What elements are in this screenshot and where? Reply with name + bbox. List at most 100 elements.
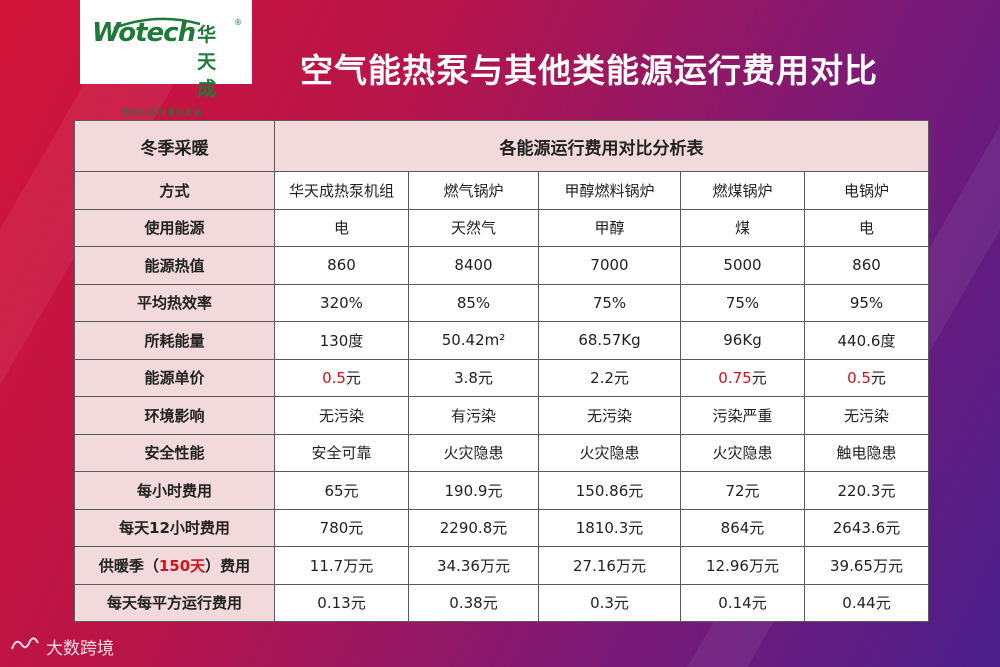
table-header-label: 各能源运行费用对比分析表 xyxy=(274,120,929,172)
table-cell: 0.44元 xyxy=(804,583,929,622)
table-cell: 50.42m² xyxy=(408,321,539,360)
table-cell: 150.86元 xyxy=(538,471,681,510)
table-cell: 天然气 xyxy=(408,208,539,247)
price-unit: 元 xyxy=(345,369,361,388)
price-number: 0.5 xyxy=(847,369,871,388)
table-cell: 3.8元 xyxy=(408,358,539,397)
table-cell: 0.14元 xyxy=(680,583,805,622)
table-cell: 34.36万元 xyxy=(408,546,539,585)
row-label: 所耗能量 xyxy=(74,321,275,360)
table-row: 每小时费用 65元 190.9元 150.86元 72元 220.3元 xyxy=(74,471,929,510)
table-cell: 火灾隐患 xyxy=(408,433,539,472)
table-cell: 电锅炉 xyxy=(804,171,929,210)
price-number: 0.75 xyxy=(718,369,752,388)
table-row: 所耗能量 130度 50.42m² 68.57Kg 96Kg 440.6度 xyxy=(74,321,929,360)
table-cell: 0.5元 xyxy=(274,358,409,397)
table-row: 安全性能 安全可靠 火灾隐患 火灾隐患 火灾隐患 触电隐患 xyxy=(74,433,929,472)
logo-swoosh-icon xyxy=(113,17,201,30)
table-cell: 煤 xyxy=(680,208,805,247)
row-label: 每天每平方运行费用 xyxy=(74,583,275,622)
table-cell: 75% xyxy=(538,283,681,322)
row-label: 使用能源 xyxy=(74,208,275,247)
table-cell: 440.6度 xyxy=(804,321,929,360)
table-cell: 0.3元 xyxy=(538,583,681,622)
table-cell: 火灾隐患 xyxy=(538,433,681,472)
table-row: 使用能源 电 天然气 甲醇 煤 电 xyxy=(74,208,929,247)
table-row: 每天每平方运行费用 0.13元 0.38元 0.3元 0.14元 0.44元 xyxy=(74,583,929,622)
price-number: 0.5 xyxy=(322,369,346,388)
table-cell: 电 xyxy=(804,208,929,247)
row-label: 供暖季（150天）费用 xyxy=(74,546,275,585)
table-cell: 130度 xyxy=(274,321,409,360)
watermark-text: 大数跨境 xyxy=(46,639,114,659)
table-cell: 2290.8元 xyxy=(408,508,539,547)
table-row: 方式 华天成热泵机组 燃气锅炉 甲醇燃料锅炉 燃煤锅炉 电锅炉 xyxy=(74,171,929,210)
table-cell: 96Kg xyxy=(680,321,805,360)
table-cell: 320% xyxy=(274,283,409,322)
row-label-suffix: ）费用 xyxy=(205,556,251,575)
page-title: 空气能热泵与其他类能源运行费用对比 xyxy=(300,51,878,90)
row-label: 平均热效率 xyxy=(74,283,275,322)
table-cell: 11.7万元 xyxy=(274,546,409,585)
table-cell: 甲醇 xyxy=(538,208,681,247)
table-cell: 39.65万元 xyxy=(804,546,929,585)
table-cell: 0.13元 xyxy=(274,583,409,622)
table-cell: 27.16万元 xyxy=(538,546,681,585)
table-row: 环境影响 无污染 有污染 无污染 污染严重 无污染 xyxy=(74,396,929,435)
table-cell: 95% xyxy=(804,283,929,322)
price-unit: 元 xyxy=(870,369,886,388)
logo-chinese-name: 华天成 xyxy=(197,24,217,100)
table-cell: 无污染 xyxy=(804,396,929,435)
row-label: 能源热值 xyxy=(74,246,275,285)
table-cell: 860 xyxy=(804,246,929,285)
row-label: 环境影响 xyxy=(74,396,275,435)
table-cell: 85% xyxy=(408,283,539,322)
price-unit: 元 xyxy=(751,369,767,388)
heating-days: 150天 xyxy=(158,556,206,575)
comparison-table: 冬季采暖 各能源运行费用对比分析表 方式 华天成热泵机组 燃气锅炉 甲醇燃料锅炉… xyxy=(74,120,929,622)
table-cell: 864元 xyxy=(680,508,805,547)
table-cell: 甲醇燃料锅炉 xyxy=(538,171,681,210)
row-label: 能源单价 xyxy=(74,358,275,397)
corner-label: 冬季采暖 xyxy=(74,120,275,172)
table-cell: 污染严重 xyxy=(680,396,805,435)
row-label: 每天12小时费用 xyxy=(74,508,275,547)
table-cell: 65元 xyxy=(274,471,409,510)
table-cell: 火灾隐患 xyxy=(680,433,805,472)
table-cell: 220.3元 xyxy=(804,471,929,510)
table-cell: 190.9元 xyxy=(408,471,539,510)
table-cell: 8400 xyxy=(408,246,539,285)
table-cell: 2643.6元 xyxy=(804,508,929,547)
table-cell: 0.75元 xyxy=(680,358,805,397)
table-cell: 电 xyxy=(274,208,409,247)
table-row: 能源热值 860 8400 7000 5000 860 xyxy=(74,246,929,285)
table-cell: 780元 xyxy=(274,508,409,547)
row-label: 每小时费用 xyxy=(74,471,275,510)
row-label: 方式 xyxy=(74,171,275,210)
table-cell: 无污染 xyxy=(538,396,681,435)
table-cell: 7000 xyxy=(538,246,681,285)
watermark: 大数跨境 xyxy=(10,634,114,659)
table-cell: 75% xyxy=(680,283,805,322)
table-cell: 860 xyxy=(274,246,409,285)
table-cell: 无污染 xyxy=(274,396,409,435)
table-cell: 68.57Kg xyxy=(538,321,681,360)
logo-tagline: 热泵红蓝标准制定者 xyxy=(122,108,203,117)
table-cell: 1810.3元 xyxy=(538,508,681,547)
table-cell: 2.2元 xyxy=(538,358,681,397)
table-cell: 安全可靠 xyxy=(274,433,409,472)
row-label-prefix: 供暖季（ xyxy=(98,556,159,575)
registered-mark: ® xyxy=(234,18,242,27)
table-row: 能源单价 0.5元 3.8元 2.2元 0.75元 0.5元 xyxy=(74,358,929,397)
table-cell: 触电隐患 xyxy=(804,433,929,472)
table-cell: 华天成热泵机组 xyxy=(274,171,409,210)
table-row: 供暖季（150天）费用 11.7万元 34.36万元 27.16万元 12.96… xyxy=(74,546,929,585)
row-label: 安全性能 xyxy=(74,433,275,472)
table-cell: 燃气锅炉 xyxy=(408,171,539,210)
company-logo: Wotech 华天成 ® 热泵红蓝标准制定者 xyxy=(80,0,252,117)
table-cell: 12.96万元 xyxy=(680,546,805,585)
table-row: 每天12小时费用 780元 2290.8元 1810.3元 864元 2643.… xyxy=(74,508,929,547)
table-cell: 5000 xyxy=(680,246,805,285)
table-row: 平均热效率 320% 85% 75% 75% 95% xyxy=(74,283,929,322)
table-cell: 0.38元 xyxy=(408,583,539,622)
